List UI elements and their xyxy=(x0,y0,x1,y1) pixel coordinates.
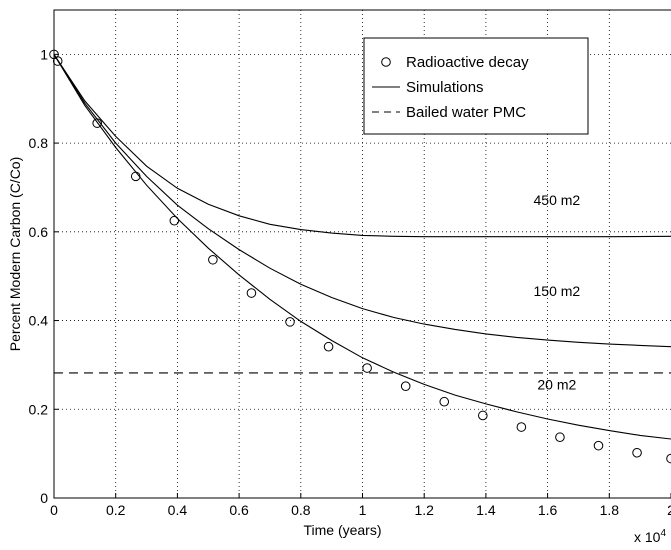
y-tick-label: 0.6 xyxy=(29,224,49,240)
x-tick-label: 0.4 xyxy=(168,502,188,518)
decay-point xyxy=(555,432,565,443)
y-tick-label: 0.8 xyxy=(29,135,49,151)
simulation-line-450-m2 xyxy=(53,54,671,238)
y-axis-label: Percent Modern Carbon (C/Co) xyxy=(7,157,23,352)
x-tick-label: 1.2 xyxy=(414,502,434,518)
decay-point xyxy=(323,341,334,352)
x-tick-label: 0.2 xyxy=(106,502,126,518)
x-tick-label: 1.8 xyxy=(600,502,620,518)
decay-point xyxy=(169,215,180,226)
legend-label: Simulations xyxy=(406,79,484,96)
decay-point xyxy=(285,317,295,327)
legend-label: Bailed water PMC xyxy=(406,104,526,121)
legend: Radioactive decay Simulations Bailed water… xyxy=(363,37,589,135)
x-axis-multiplier: x 104 xyxy=(634,528,666,545)
decay-point xyxy=(246,288,257,298)
x-axis-label: Time (years) xyxy=(303,522,381,538)
y-tick-label: 0.2 xyxy=(29,401,49,417)
ticks: 0 0.2 0.4 0.6 0.8 1 1.2 1.4 1.6 1.8 2 0 0.2 0.4 0.6 0.8… xyxy=(29,46,671,518)
series-layer xyxy=(49,49,671,464)
x-tick-label: 1 xyxy=(359,502,367,518)
x-tick-label: 0.8 xyxy=(291,502,311,518)
x-axis-multiplier-base: x 10 xyxy=(634,529,661,545)
decay-point xyxy=(52,56,63,66)
simulation-line-20-m2 xyxy=(53,54,671,440)
y-tick-label: 0.4 xyxy=(29,313,49,329)
decay-point xyxy=(400,381,411,392)
x-tick-label: 0.6 xyxy=(229,502,249,518)
decay-point xyxy=(516,422,527,432)
annotations: 450 m2 150 m2 20 m2 xyxy=(534,192,581,392)
legend-box xyxy=(363,37,589,135)
decay-point xyxy=(362,363,372,373)
y-tick-label: 0 xyxy=(40,490,48,506)
plot-frame xyxy=(53,9,671,499)
y-tick-label: 1 xyxy=(40,46,48,62)
legend-label: Radioactive decay xyxy=(406,54,529,71)
curve-label: 150 m2 xyxy=(534,283,581,299)
legend-marker-circle xyxy=(381,57,391,67)
x-tick-label: 2 xyxy=(667,502,671,518)
decay-point xyxy=(478,410,488,421)
decay-point xyxy=(593,440,604,451)
decay-point xyxy=(208,254,218,265)
decay-point xyxy=(666,453,671,464)
x-tick-label: 1.4 xyxy=(476,502,496,518)
decay-point xyxy=(439,396,450,407)
x-tick-label: 0 xyxy=(50,502,58,518)
x-axis-multiplier-exponent: 4 xyxy=(660,528,666,539)
x-tick-label: 1.6 xyxy=(538,502,558,518)
decay-point xyxy=(632,447,642,458)
grid xyxy=(54,10,671,498)
curve-label: 450 m2 xyxy=(534,192,581,208)
simulation-line-150-m2 xyxy=(53,54,671,348)
curve-label: 20 m2 xyxy=(537,376,576,392)
